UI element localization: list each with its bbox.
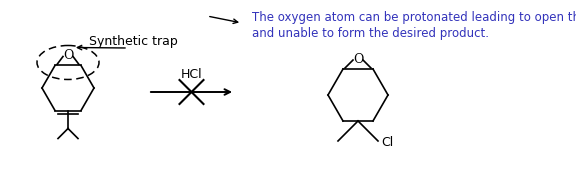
Text: Cl: Cl bbox=[381, 136, 393, 150]
Text: HCl: HCl bbox=[181, 67, 202, 81]
Text: O: O bbox=[63, 49, 73, 62]
Text: The oxygen atom can be protonated leading to open the ring: The oxygen atom can be protonated leadin… bbox=[252, 12, 576, 24]
Text: and unable to form the desired product.: and unable to form the desired product. bbox=[252, 27, 489, 39]
Text: Synthetic trap: Synthetic trap bbox=[89, 36, 177, 48]
Text: O: O bbox=[353, 53, 363, 65]
